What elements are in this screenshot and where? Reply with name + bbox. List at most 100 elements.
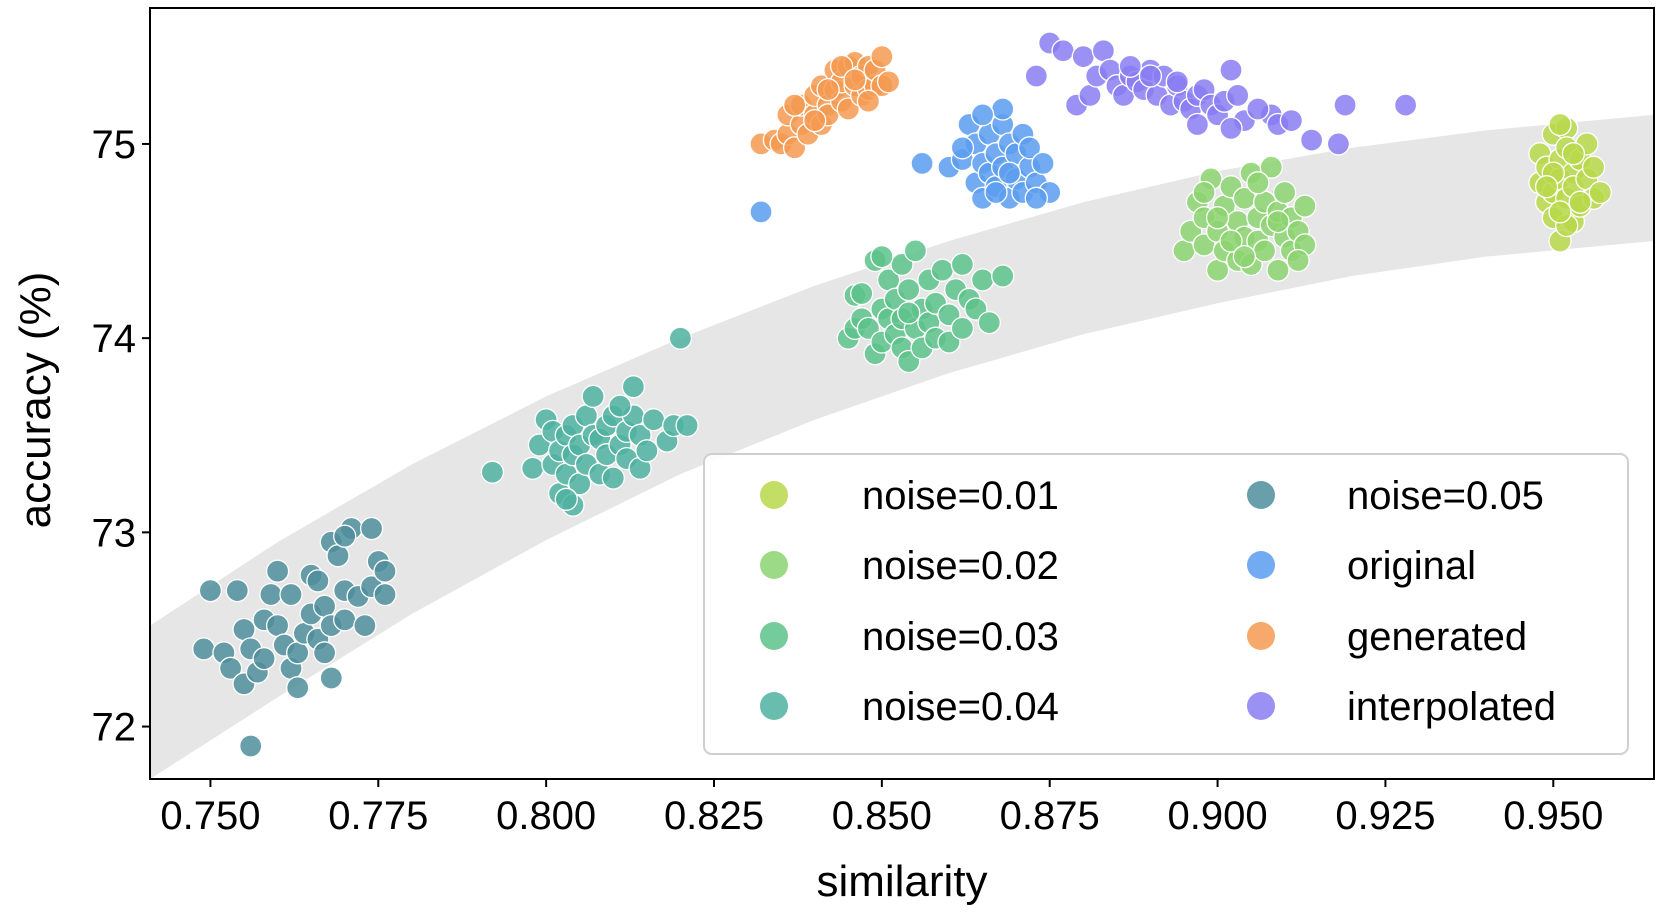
data-point bbox=[910, 151, 934, 176]
data-point bbox=[1259, 155, 1283, 179]
data-point bbox=[1266, 258, 1290, 282]
y-axis: 72 73 74 75 bbox=[92, 123, 150, 750]
data-point bbox=[306, 569, 330, 593]
legend-label: original bbox=[1347, 544, 1476, 588]
data-point bbox=[601, 466, 625, 490]
data-points bbox=[192, 31, 1612, 758]
x-tick-label: 0.850 bbox=[832, 794, 932, 838]
legend-marker bbox=[1247, 692, 1275, 720]
data-point bbox=[259, 582, 283, 607]
legend-label: noise=0.04 bbox=[862, 685, 1059, 729]
series-noise=0.04 bbox=[480, 326, 699, 517]
data-point bbox=[950, 252, 975, 277]
data-point bbox=[1548, 200, 1572, 224]
data-point bbox=[897, 301, 921, 325]
data-point bbox=[675, 413, 699, 438]
data-point bbox=[333, 524, 357, 548]
data-point bbox=[1172, 239, 1196, 263]
data-point bbox=[192, 637, 216, 661]
legend-marker bbox=[760, 692, 788, 720]
data-point bbox=[1246, 171, 1270, 195]
data-point bbox=[1299, 128, 1324, 152]
data-point bbox=[373, 559, 397, 583]
y-axis-title: accuracy (%) bbox=[11, 272, 60, 529]
data-point bbox=[1588, 180, 1612, 205]
data-point bbox=[312, 594, 337, 618]
data-point bbox=[1071, 44, 1095, 69]
legend-marker bbox=[760, 551, 788, 579]
legend-box bbox=[703, 453, 1629, 755]
data-point bbox=[574, 404, 599, 428]
data-point bbox=[1024, 64, 1048, 88]
data-point bbox=[803, 108, 827, 133]
data-point bbox=[1219, 116, 1243, 141]
data-point bbox=[816, 77, 840, 102]
data-point bbox=[312, 641, 337, 665]
data-point bbox=[198, 578, 223, 603]
data-point bbox=[843, 68, 867, 92]
data-point bbox=[1534, 175, 1559, 199]
y-tick-label: 73 bbox=[92, 511, 137, 555]
series-generated bbox=[749, 44, 901, 160]
data-point bbox=[1031, 151, 1055, 176]
x-tick-label: 0.900 bbox=[1168, 794, 1268, 838]
data-point bbox=[581, 384, 605, 409]
data-point bbox=[991, 264, 1015, 288]
data-point bbox=[950, 316, 975, 341]
data-point bbox=[1051, 39, 1075, 63]
series-noise=0.03 bbox=[836, 239, 1015, 374]
x-tick-label: 0.775 bbox=[328, 794, 428, 838]
data-point bbox=[326, 544, 350, 568]
legend-marker bbox=[1247, 622, 1275, 650]
data-point bbox=[521, 456, 545, 480]
data-point bbox=[1165, 70, 1189, 94]
data-point bbox=[782, 93, 807, 117]
data-point bbox=[897, 277, 921, 302]
data-point bbox=[749, 200, 773, 224]
data-point bbox=[668, 326, 693, 350]
legend-marker bbox=[1247, 551, 1275, 579]
data-point bbox=[1118, 54, 1142, 78]
series-noise=0.02 bbox=[1172, 155, 1317, 282]
legend-label: noise=0.01 bbox=[862, 474, 1059, 518]
data-point bbox=[1293, 194, 1317, 218]
legend-marker bbox=[760, 622, 788, 650]
x-tick-label: 0.950 bbox=[1503, 794, 1603, 838]
data-point bbox=[970, 268, 995, 292]
legend-marker bbox=[760, 481, 788, 509]
data-point bbox=[353, 613, 377, 638]
data-point bbox=[279, 582, 303, 607]
data-point bbox=[1279, 108, 1304, 133]
data-point bbox=[1219, 58, 1243, 82]
data-point bbox=[286, 676, 310, 700]
data-point bbox=[265, 613, 290, 638]
data-point bbox=[1568, 190, 1592, 214]
data-point bbox=[641, 408, 666, 432]
data-point bbox=[333, 608, 357, 632]
data-point bbox=[850, 281, 874, 306]
data-point bbox=[997, 161, 1022, 185]
data-point bbox=[635, 439, 659, 463]
data-point bbox=[554, 487, 578, 511]
y-tick-label: 72 bbox=[92, 706, 137, 750]
x-axis-title: similarity bbox=[816, 857, 987, 906]
plot-frame bbox=[149, 7, 1655, 780]
data-point bbox=[286, 641, 310, 665]
data-point bbox=[1286, 248, 1310, 273]
data-point bbox=[319, 666, 343, 690]
data-point bbox=[1273, 180, 1297, 205]
data-point bbox=[1219, 229, 1243, 253]
data-point bbox=[1017, 136, 1042, 160]
data-point bbox=[977, 310, 1001, 335]
x-axis: 0.750 0.775 0.800 0.825 0.850 0.875 0.900 0.925… bbox=[160, 779, 1603, 838]
data-point bbox=[1205, 206, 1230, 230]
legend-marker bbox=[1247, 481, 1275, 509]
data-point bbox=[1266, 209, 1290, 234]
data-point bbox=[1561, 142, 1586, 166]
data-point bbox=[225, 578, 249, 603]
data-point bbox=[903, 239, 928, 263]
data-point bbox=[876, 70, 901, 94]
data-point bbox=[1185, 112, 1210, 137]
data-point bbox=[1326, 132, 1351, 156]
